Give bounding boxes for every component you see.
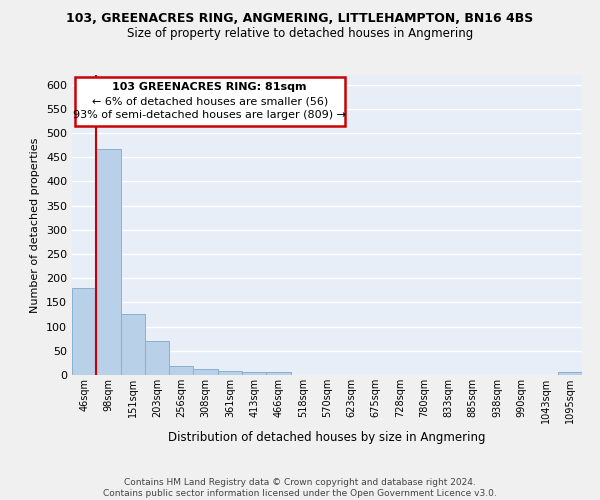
Text: 103 GREENACRES RING: 81sqm: 103 GREENACRES RING: 81sqm	[112, 82, 307, 92]
Bar	[242, 372, 266, 375]
Bar	[558, 372, 582, 375]
Text: 93% of semi-detached houses are larger (809) →: 93% of semi-detached houses are larger (…	[73, 110, 346, 120]
Bar	[169, 366, 193, 375]
Y-axis label: Number of detached properties: Number of detached properties	[31, 138, 40, 312]
Text: Contains HM Land Registry data © Crown copyright and database right 2024.
Contai: Contains HM Land Registry data © Crown c…	[103, 478, 497, 498]
Bar	[145, 341, 169, 375]
Bar	[266, 372, 290, 375]
Bar	[218, 371, 242, 375]
Bar	[72, 288, 96, 375]
Text: Size of property relative to detached houses in Angmering: Size of property relative to detached ho…	[127, 28, 473, 40]
Bar	[121, 314, 145, 375]
Bar	[96, 148, 121, 375]
Text: 103, GREENACRES RING, ANGMERING, LITTLEHAMPTON, BN16 4BS: 103, GREENACRES RING, ANGMERING, LITTLEH…	[67, 12, 533, 26]
X-axis label: Distribution of detached houses by size in Angmering: Distribution of detached houses by size …	[168, 432, 486, 444]
Bar	[193, 369, 218, 375]
FancyBboxPatch shape	[74, 76, 345, 126]
Text: ← 6% of detached houses are smaller (56): ← 6% of detached houses are smaller (56)	[92, 96, 328, 106]
